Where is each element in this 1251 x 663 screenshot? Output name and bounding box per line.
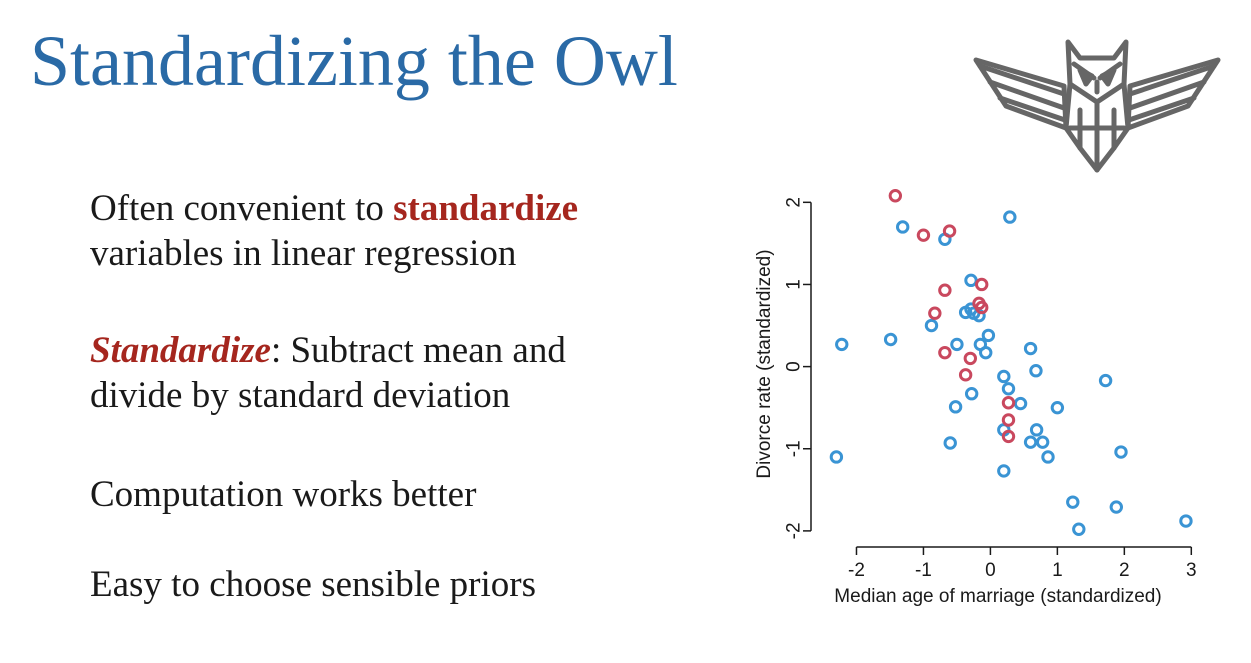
- data-point-blue: [1066, 495, 1080, 509]
- data-point-red: [938, 283, 952, 297]
- owl-logo-icon: [973, 39, 1221, 173]
- data-point-blue: [924, 318, 939, 333]
- data-point-red: [1001, 413, 1016, 427]
- x-tick-label: 3: [1186, 560, 1197, 581]
- x-tick-label: -1: [915, 560, 932, 581]
- data-point-red: [958, 368, 973, 382]
- data-point-blue: [895, 220, 910, 234]
- bullet-priors: Easy to choose sensible priors: [90, 564, 536, 605]
- data-point-blue: [1001, 382, 1016, 396]
- x-tick-label: 1: [1052, 560, 1063, 581]
- bullet-2-text-cont: divide by standard deviation: [90, 375, 511, 417]
- x-tick-label: -2: [848, 560, 865, 581]
- data-point-blue: [997, 369, 1011, 384]
- data-point-red: [975, 300, 989, 315]
- chart-points: [829, 189, 1193, 536]
- data-point-red: [916, 228, 931, 242]
- data-point-blue: [997, 464, 1011, 478]
- data-point-blue: [1035, 435, 1050, 449]
- data-point-blue: [1072, 522, 1086, 536]
- chart-axes: -2 -1 0 1 2 3 -2 -1 0 1 2: [784, 197, 1197, 581]
- data-point-red: [963, 351, 978, 366]
- data-point-blue: [1023, 341, 1038, 356]
- data-point-blue: [958, 305, 973, 320]
- bullet-standardize-convenient: Often convenient to standardize variables…: [90, 186, 578, 276]
- data-point-blue: [829, 450, 844, 464]
- bullet-1-highlight: standardize: [393, 188, 579, 229]
- data-point-blue: [943, 436, 957, 450]
- x-tick-label: 0: [985, 560, 996, 581]
- data-point-blue: [950, 337, 964, 352]
- data-point-blue: [1029, 423, 1044, 437]
- data-point-blue: [1013, 396, 1028, 411]
- data-point-blue: [1179, 514, 1193, 528]
- data-point-blue: [1003, 210, 1017, 224]
- data-point-blue: [1023, 435, 1038, 449]
- bullet-1-text: Often convenient to: [90, 188, 394, 229]
- data-point-blue: [1041, 450, 1055, 464]
- bullet-standardize-definition: Standardize: Subtract mean and divide by …: [90, 328, 566, 418]
- page-title: Standardizing the Owl: [30, 21, 678, 101]
- data-point-red: [1001, 429, 1016, 444]
- y-axis-label: Divorce rate (standardized): [754, 249, 775, 478]
- data-point-blue: [1050, 400, 1065, 415]
- bullet-2-text: : Subtract mean and: [270, 330, 566, 371]
- y-tick-label: -1: [784, 440, 805, 457]
- data-point-red: [938, 345, 952, 360]
- data-point-red: [942, 224, 957, 238]
- y-tick-label: 0: [784, 361, 805, 372]
- data-point-blue: [835, 337, 849, 352]
- data-point-red: [928, 306, 942, 320]
- data-point-blue: [979, 345, 993, 360]
- data-point-blue: [981, 328, 996, 343]
- data-point-blue: [948, 400, 963, 414]
- data-point-red: [888, 189, 903, 203]
- y-tick-label: 2: [784, 197, 805, 208]
- data-point-blue: [1114, 445, 1128, 459]
- bullet-computation: Computation works better: [90, 474, 477, 515]
- y-tick-label: 1: [784, 279, 805, 290]
- y-tick-label: -2: [784, 522, 805, 539]
- data-point-blue: [1109, 500, 1124, 514]
- data-point-red: [1001, 396, 1016, 410]
- data-point-blue: [883, 332, 898, 347]
- data-point-blue: [964, 387, 979, 401]
- data-point-red: [975, 277, 989, 292]
- bullet-1-text-cont: variables in linear regression: [90, 233, 517, 275]
- scatter-chart: -2 -1 0 1 2 3 -2 -1 0 1 2 Median age of marriage (…: [754, 189, 1197, 607]
- x-axis-label: Median age of marriage (standardized): [834, 586, 1161, 607]
- data-point-blue: [1029, 364, 1043, 378]
- bullet-2-highlight: Standardize: [90, 330, 271, 371]
- data-point-blue: [964, 273, 978, 288]
- x-tick-label: 2: [1119, 560, 1130, 581]
- data-point-blue: [1098, 373, 1113, 388]
